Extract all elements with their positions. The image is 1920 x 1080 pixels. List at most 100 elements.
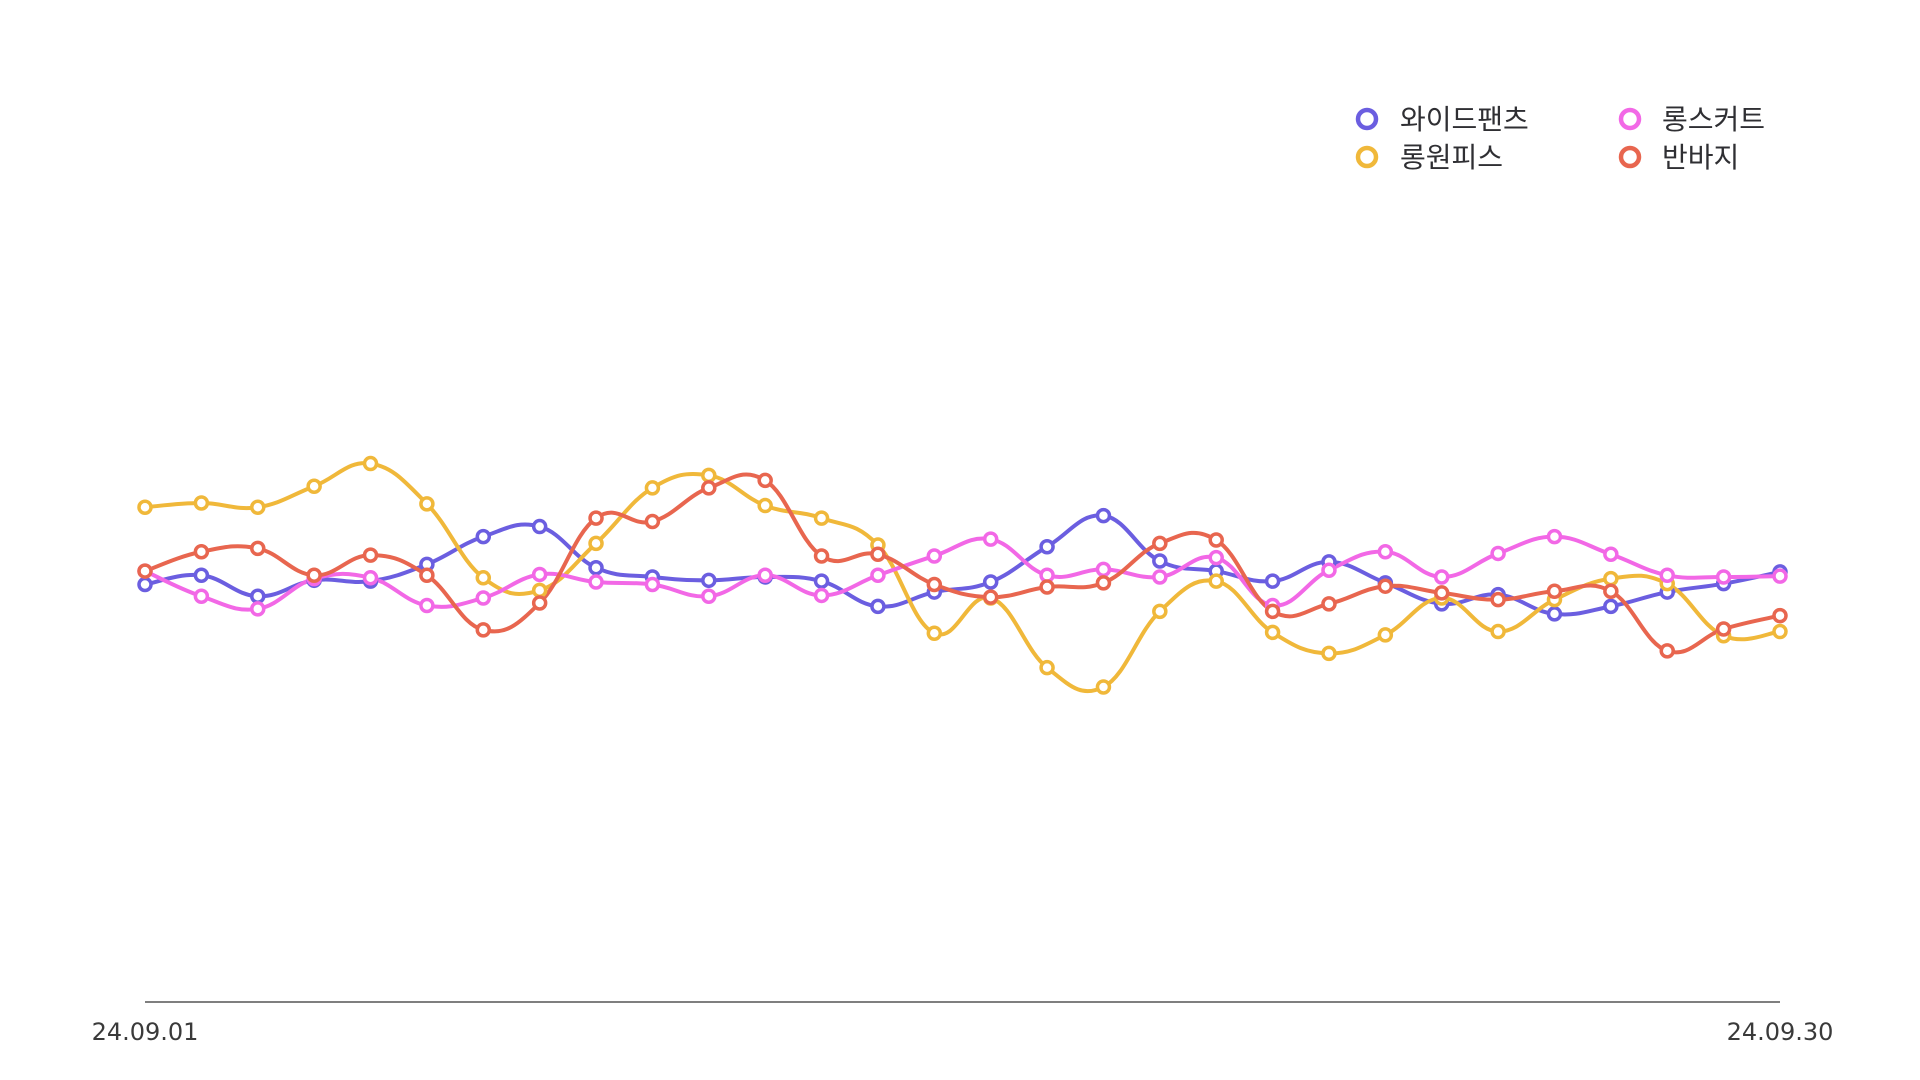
data-point-series-3-24.09.25[interactable] — [1490, 591, 1506, 608]
legend-item-wide-pants[interactable]: 와이드팬츠 — [1355, 103, 1529, 136]
data-point-series-0-24.09.09[interactable] — [588, 559, 604, 576]
data-point-series-2-24.09.28[interactable] — [1659, 567, 1675, 584]
data-point-series-3-24.09.14[interactable] — [870, 546, 886, 563]
data-point-series-0-24.09.21[interactable] — [1264, 573, 1281, 589]
data-point-series-2-24.09.07[interactable] — [475, 590, 492, 606]
data-point-series-1-24.09.17[interactable] — [1039, 659, 1055, 676]
data-point-series-1-24.09.13[interactable] — [813, 510, 830, 526]
data-point-series-3-24.09.11[interactable] — [701, 480, 717, 496]
data-point-series-3-24.09.26[interactable] — [1546, 583, 1563, 599]
data-point-series-1-24.09.11[interactable] — [701, 467, 717, 484]
data-point-series-1-24.09.03[interactable] — [250, 499, 266, 515]
data-point-series-2-24.09.09[interactable] — [588, 574, 604, 590]
data-point-series-3-24.09.30[interactable] — [1772, 607, 1788, 624]
data-point-series-1-24.09.05[interactable] — [362, 455, 379, 472]
data-point-series-0-24.09.01[interactable] — [137, 576, 153, 593]
data-point-series-3-24.09.28[interactable] — [1659, 643, 1675, 659]
data-point-series-1-24.09.18[interactable] — [1095, 679, 1112, 695]
data-point-series-1-24.09.10[interactable] — [644, 480, 661, 496]
data-point-series-0-24.09.11[interactable] — [701, 572, 717, 589]
data-point-series-0-24.09.08[interactable] — [531, 518, 548, 535]
data-point-series-3-24.09.19[interactable] — [1152, 535, 1168, 552]
data-point-series-2-24.09.02[interactable] — [193, 588, 210, 605]
data-point-series-1-24.09.04[interactable] — [306, 478, 322, 494]
data-point-series-1-24.09.30[interactable] — [1772, 623, 1788, 640]
data-point-series-0-24.09.17[interactable] — [1039, 538, 1055, 555]
data-point-series-0-24.09.14[interactable] — [870, 598, 886, 615]
data-point-series-2-24.09.16[interactable] — [982, 531, 999, 547]
data-point-series-2-24.09.05[interactable] — [362, 570, 379, 586]
data-point-series-2-24.09.29[interactable] — [1715, 569, 1732, 585]
data-point-series-2-24.09.30[interactable] — [1772, 568, 1788, 584]
data-point-series-2-24.09.18[interactable] — [1095, 561, 1112, 578]
data-point-series-1-24.09.25[interactable] — [1490, 623, 1506, 640]
data-point-series-0-24.09.13[interactable] — [813, 573, 830, 589]
data-point-series-0-24.09.03[interactable] — [250, 588, 266, 605]
data-point-series-2-24.09.23[interactable] — [1377, 544, 1394, 560]
data-point-series-3-24.09.03[interactable] — [250, 540, 266, 557]
data-point-series-3-24.09.07[interactable] — [475, 622, 492, 638]
data-point-series-2-24.09.26[interactable] — [1546, 528, 1563, 545]
data-point-series-3-24.09.17[interactable] — [1039, 579, 1055, 595]
data-point-series-3-24.09.05[interactable] — [362, 547, 379, 563]
data-point-series-2-24.09.13[interactable] — [813, 587, 830, 604]
data-point-series-3-24.09.18[interactable] — [1095, 575, 1112, 591]
data-point-series-3-24.09.02[interactable] — [193, 544, 210, 560]
data-point-series-3-24.09.10[interactable] — [644, 513, 661, 530]
data-point-series-3-24.09.16[interactable] — [982, 589, 999, 605]
legend-item-long-dress[interactable]: 롱원피스 — [1355, 141, 1503, 174]
data-point-series-0-24.09.16[interactable] — [982, 574, 999, 590]
data-point-series-2-24.09.20[interactable] — [1208, 549, 1224, 566]
data-point-series-1-24.09.06[interactable] — [419, 496, 435, 512]
data-point-series-2-24.09.22[interactable] — [1321, 562, 1337, 578]
data-point-series-1-24.09.22[interactable] — [1321, 645, 1337, 662]
data-point-series-3-24.09.08[interactable] — [531, 595, 548, 611]
data-point-series-2-24.09.24[interactable] — [1433, 569, 1450, 585]
data-point-series-1-24.09.23[interactable] — [1377, 627, 1394, 643]
data-point-series-1-24.09.27[interactable] — [1603, 570, 1619, 587]
data-point-series-1-24.09.15[interactable] — [926, 625, 943, 641]
data-point-series-1-24.09.07[interactable] — [475, 570, 492, 586]
data-point-series-2-24.09.14[interactable] — [870, 567, 886, 584]
data-point-series-2-24.09.10[interactable] — [644, 576, 661, 593]
legend-item-long-skirt[interactable]: 롱스커트 — [1618, 103, 1765, 136]
data-point-series-0-24.09.26[interactable] — [1546, 606, 1563, 622]
data-point-series-2-24.09.19[interactable] — [1152, 569, 1168, 585]
data-point-series-3-24.09.21[interactable] — [1264, 603, 1281, 620]
data-point-series-0-24.09.07[interactable] — [475, 528, 492, 545]
data-point-series-1-24.09.02[interactable] — [193, 495, 210, 511]
data-point-series-1-24.09.01[interactable] — [137, 499, 153, 515]
data-point-series-2-24.09.12[interactable] — [757, 567, 773, 584]
data-point-series-2-24.09.06[interactable] — [419, 597, 435, 614]
data-point-series-3-24.09.29[interactable] — [1715, 621, 1732, 637]
data-point-series-0-24.09.27[interactable] — [1603, 598, 1619, 615]
data-point-series-2-24.09.25[interactable] — [1490, 545, 1506, 562]
data-point-series-1-24.09.09[interactable] — [588, 535, 604, 552]
data-point-series-1-24.09.12[interactable] — [757, 497, 773, 514]
data-point-series-3-24.09.20[interactable] — [1208, 532, 1224, 548]
data-point-series-3-24.09.01[interactable] — [137, 563, 153, 579]
data-point-series-2-24.09.11[interactable] — [701, 588, 717, 605]
data-point-series-1-24.09.21[interactable] — [1264, 624, 1281, 641]
data-point-series-3-24.09.27[interactable] — [1603, 583, 1619, 599]
data-point-series-2-24.09.27[interactable] — [1603, 546, 1619, 563]
data-point-series-0-24.09.19[interactable] — [1152, 553, 1168, 569]
data-point-series-3-24.09.06[interactable] — [419, 567, 435, 584]
data-point-series-3-24.09.09[interactable] — [588, 510, 604, 526]
data-point-series-3-24.09.22[interactable] — [1321, 596, 1337, 612]
data-point-series-3-24.09.15[interactable] — [926, 576, 943, 593]
data-point-series-0-24.09.18[interactable] — [1095, 507, 1112, 524]
legend-item-shorts[interactable]: 반바지 — [1618, 141, 1739, 174]
data-point-series-3-24.09.23[interactable] — [1377, 578, 1394, 594]
data-point-series-0-24.09.02[interactable] — [193, 567, 210, 584]
data-point-series-3-24.09.13[interactable] — [813, 548, 830, 564]
data-point-series-1-24.09.08[interactable] — [531, 582, 548, 599]
data-point-series-3-24.09.04[interactable] — [306, 567, 322, 584]
data-point-series-3-24.09.12[interactable] — [757, 472, 773, 489]
data-point-series-2-24.09.08[interactable] — [531, 566, 548, 583]
data-point-series-1-24.09.19[interactable] — [1152, 603, 1168, 620]
data-point-series-3-24.09.24[interactable] — [1433, 585, 1450, 601]
data-point-series-1-24.09.20[interactable] — [1208, 573, 1224, 589]
data-point-series-2-24.09.03[interactable] — [250, 601, 266, 617]
data-point-series-2-24.09.15[interactable] — [926, 548, 943, 564]
